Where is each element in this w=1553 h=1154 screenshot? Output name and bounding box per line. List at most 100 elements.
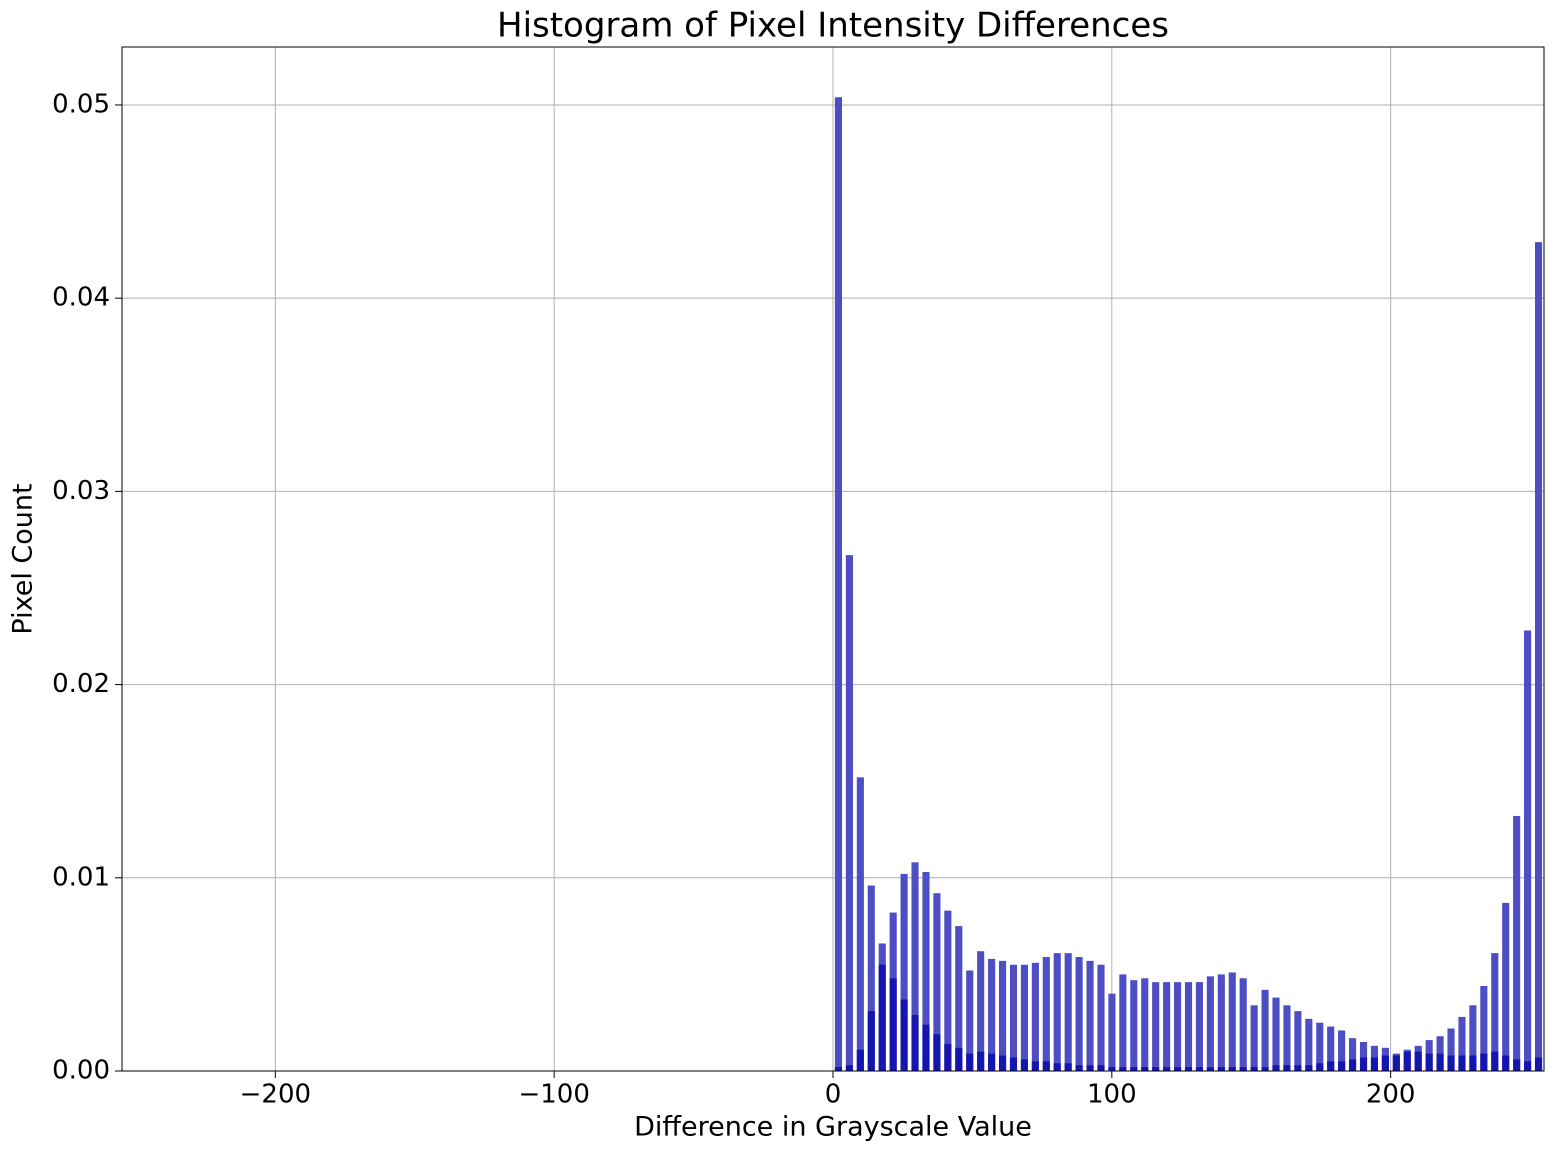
bar xyxy=(845,555,853,1071)
bar xyxy=(1141,978,1149,1071)
bar xyxy=(1283,1065,1291,1071)
bar xyxy=(867,1011,875,1071)
bar xyxy=(1075,957,1083,1071)
bar xyxy=(856,777,864,1071)
bar xyxy=(1283,1005,1291,1071)
bar xyxy=(1086,960,1094,1071)
bar xyxy=(1086,1065,1094,1071)
bar xyxy=(1174,1067,1182,1071)
bar xyxy=(1272,1065,1280,1071)
bar xyxy=(1009,964,1018,1071)
bar xyxy=(999,960,1007,1071)
bar xyxy=(1359,1042,1368,1071)
bar xyxy=(1163,982,1171,1071)
bar xyxy=(1119,974,1127,1071)
y-tick-label: 0.03 xyxy=(52,476,110,506)
bar xyxy=(1152,982,1160,1071)
bar xyxy=(1174,982,1182,1071)
bar xyxy=(1217,974,1225,1071)
bar xyxy=(1414,1051,1422,1071)
x-tick-label: −100 xyxy=(518,1080,589,1110)
bar xyxy=(1349,1059,1357,1071)
bar xyxy=(1294,1065,1302,1071)
bar xyxy=(1458,1016,1466,1071)
bar xyxy=(966,970,974,1071)
bar xyxy=(1469,1055,1477,1071)
bar xyxy=(1261,1067,1269,1071)
bar xyxy=(1491,1051,1499,1071)
bar xyxy=(1534,1057,1543,1071)
bar xyxy=(1272,997,1280,1071)
bar xyxy=(1403,1051,1411,1071)
bar xyxy=(1053,953,1061,1071)
bar xyxy=(955,1047,963,1071)
bar xyxy=(944,1043,952,1071)
bar xyxy=(988,958,996,1071)
bar xyxy=(1447,1028,1455,1071)
x-axis-label: Difference in Grayscale Value xyxy=(634,1112,1032,1143)
y-tick-label: 0.05 xyxy=(52,89,110,119)
bar xyxy=(1042,1061,1050,1071)
bar xyxy=(977,1051,985,1071)
bar xyxy=(1294,1011,1302,1071)
bar xyxy=(988,1053,996,1071)
bar xyxy=(1239,978,1247,1071)
bar xyxy=(1031,1061,1039,1071)
bar xyxy=(1119,1067,1127,1071)
bar xyxy=(1064,1063,1072,1071)
bar xyxy=(1217,1067,1225,1071)
bar xyxy=(856,1049,864,1071)
bar xyxy=(1163,1067,1171,1071)
bar xyxy=(1316,1063,1324,1071)
bar xyxy=(1502,1055,1510,1071)
bar xyxy=(955,926,963,1071)
bar xyxy=(878,964,886,1071)
bar xyxy=(1447,1055,1455,1071)
bar xyxy=(1469,1005,1477,1071)
bar xyxy=(900,999,908,1071)
bar xyxy=(1534,242,1543,1071)
bar xyxy=(1195,1067,1203,1071)
bar xyxy=(900,873,908,1071)
bar xyxy=(1250,1005,1258,1071)
bar xyxy=(1239,1067,1247,1071)
bar xyxy=(1327,1026,1335,1071)
bar xyxy=(1206,976,1214,1071)
bar xyxy=(1184,1067,1193,1071)
bar xyxy=(1349,1038,1357,1071)
bar xyxy=(1042,957,1050,1071)
bar xyxy=(1108,1067,1116,1071)
bar xyxy=(889,978,897,1071)
bar xyxy=(1250,1067,1258,1071)
bar xyxy=(911,1014,919,1071)
bar xyxy=(1316,1022,1324,1071)
bar xyxy=(1338,1030,1346,1071)
bar xyxy=(1513,815,1521,1071)
bar xyxy=(1480,985,1488,1071)
bar xyxy=(1184,982,1193,1071)
bar xyxy=(1020,1059,1028,1071)
bar xyxy=(1327,1061,1335,1071)
bar xyxy=(1261,989,1269,1071)
bar xyxy=(1502,902,1510,1071)
y-tick-label: 0.02 xyxy=(52,669,110,699)
bar xyxy=(867,885,875,1071)
bar xyxy=(1305,1018,1313,1071)
bar xyxy=(1130,1067,1138,1071)
bar xyxy=(1524,630,1532,1071)
bar xyxy=(933,893,941,1071)
bar xyxy=(1392,1055,1400,1071)
bar xyxy=(1425,1053,1433,1071)
bar xyxy=(1228,1067,1236,1071)
y-tick-label: 0.00 xyxy=(52,1056,110,1086)
bar xyxy=(1305,1065,1313,1071)
bar xyxy=(966,1053,974,1071)
bar xyxy=(834,97,843,1071)
bar xyxy=(1064,953,1072,1071)
bar xyxy=(1130,980,1138,1071)
bar xyxy=(1513,1059,1521,1071)
bar xyxy=(1009,1057,1018,1071)
x-tick-label: 0 xyxy=(825,1080,842,1110)
bar xyxy=(1031,962,1039,1071)
